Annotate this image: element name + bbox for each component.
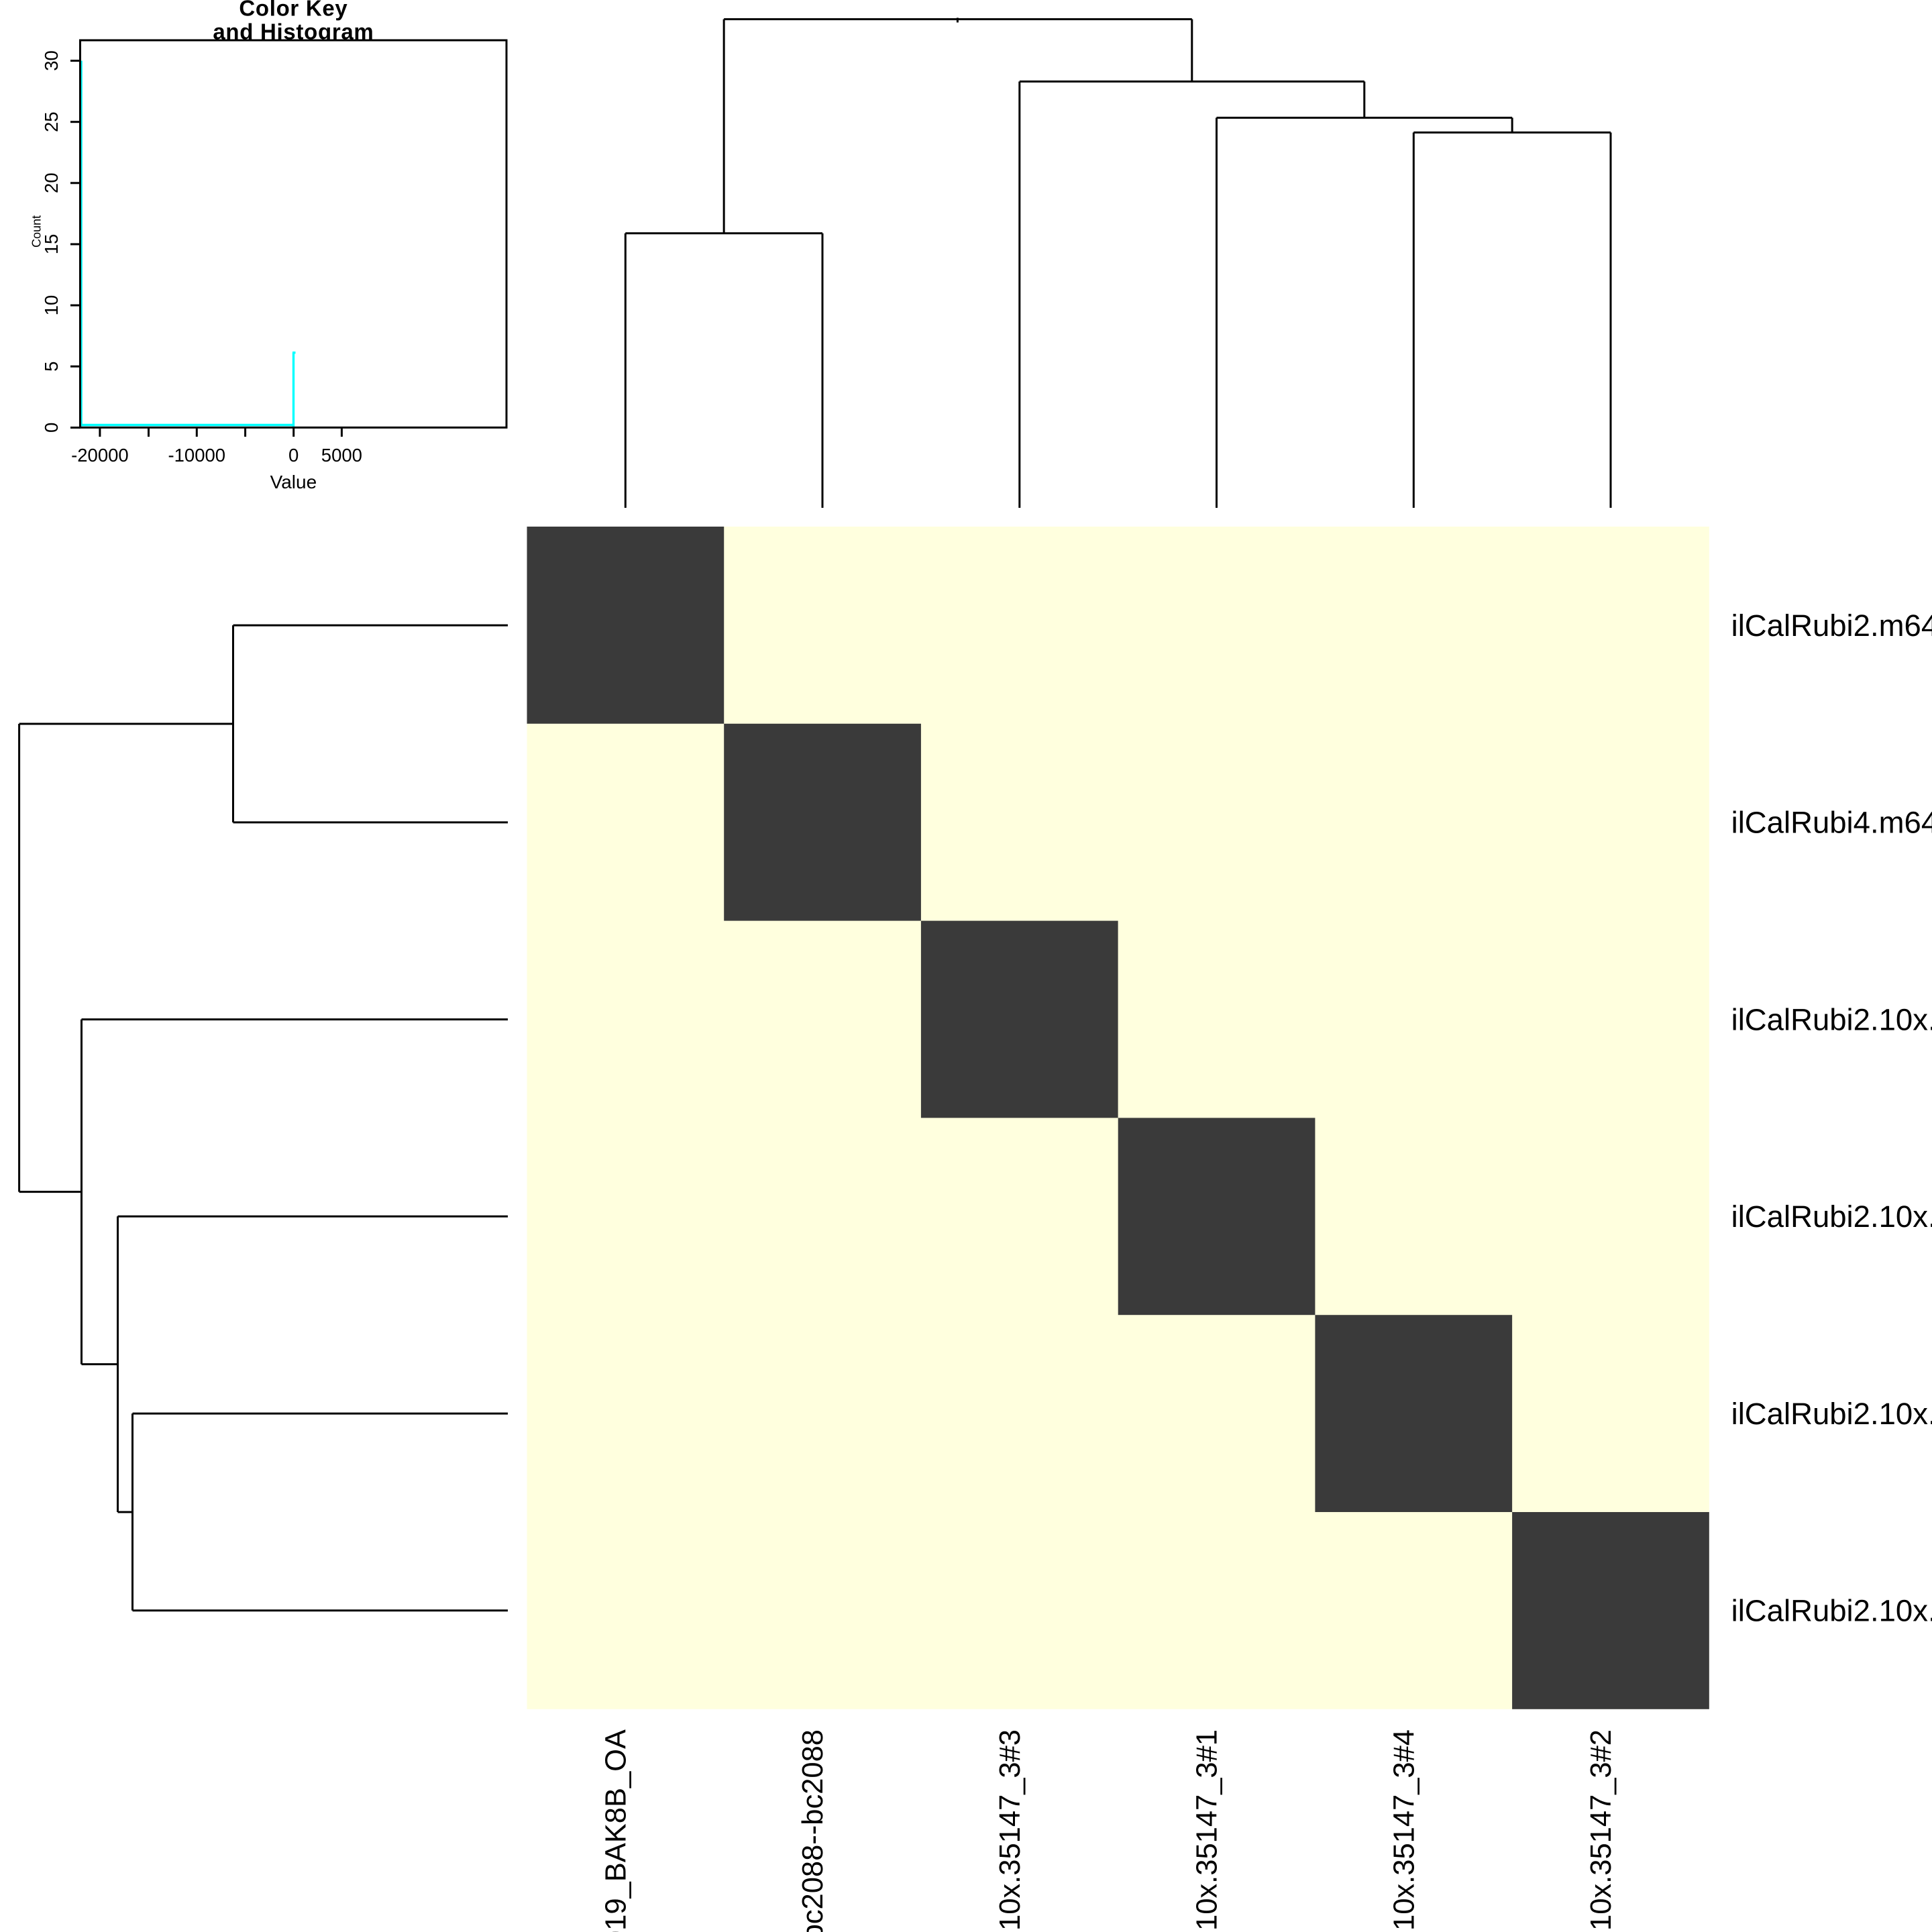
svg-text:ilCalRubi2.10x.35147_3#4: ilCalRubi2.10x.35147_3#4 — [1388, 1729, 1420, 1932]
svg-text:10: 10 — [41, 295, 62, 316]
svg-text:ilCalRubi2.10x.35147_3#2: ilCalRubi2.10x.35147_3#2 — [1585, 1729, 1617, 1932]
svg-text:ilCalRubi2.m64039_201019_BAK8B: ilCalRubi2.m64039_201019_BAK8B_OA — [600, 1729, 632, 1932]
svg-text:ilCalRubi2.10x.35147_3#3: ilCalRubi2.10x.35147_3#3 — [994, 1729, 1026, 1932]
svg-text:0: 0 — [41, 423, 62, 433]
svg-text:ilCalRubi2.10x.35147_3#1: ilCalRubi2.10x.35147_3#1 — [1191, 1729, 1224, 1932]
svg-text:ilCalRubi2.10x.35147_3#2: ilCalRubi2.10x.35147_3#2 — [1731, 1594, 1932, 1628]
svg-text:ilCalRubi4.m64039_201019_bc208: ilCalRubi4.m64039_201019_bc2088--bc2088 — [1731, 806, 1932, 840]
svg-text:Count: Count — [30, 215, 44, 248]
svg-text:ilCalRubi2.10x.35147_3#1: ilCalRubi2.10x.35147_3#1 — [1731, 1199, 1932, 1234]
svg-text:Color Key: Color Key — [239, 0, 347, 21]
svg-text:15: 15 — [41, 234, 62, 255]
svg-text:ilCalRubi2.10x.35147_3#3: ilCalRubi2.10x.35147_3#3 — [1731, 1002, 1932, 1036]
svg-text:0: 0 — [288, 445, 299, 466]
svg-text:5000: 5000 — [321, 445, 362, 466]
svg-text:ilCalRubi4.m64039_201019_bc208: ilCalRubi4.m64039_201019_bc2088--bc2088 — [797, 1729, 829, 1932]
svg-text:-20000: -20000 — [71, 445, 129, 466]
svg-text:Value: Value — [270, 472, 317, 492]
svg-text:ilCalRubi2.10x.35147_3#4: ilCalRubi2.10x.35147_3#4 — [1731, 1397, 1932, 1431]
svg-text:ilCalRubi2.m64039_201019_BAK8B: ilCalRubi2.m64039_201019_BAK8B_OA — [1731, 608, 1932, 643]
svg-text:30: 30 — [41, 50, 62, 71]
svg-text:-10000: -10000 — [168, 445, 225, 466]
svg-text:25: 25 — [41, 111, 62, 132]
svg-text:20: 20 — [41, 173, 62, 194]
svg-text:5: 5 — [41, 362, 62, 372]
